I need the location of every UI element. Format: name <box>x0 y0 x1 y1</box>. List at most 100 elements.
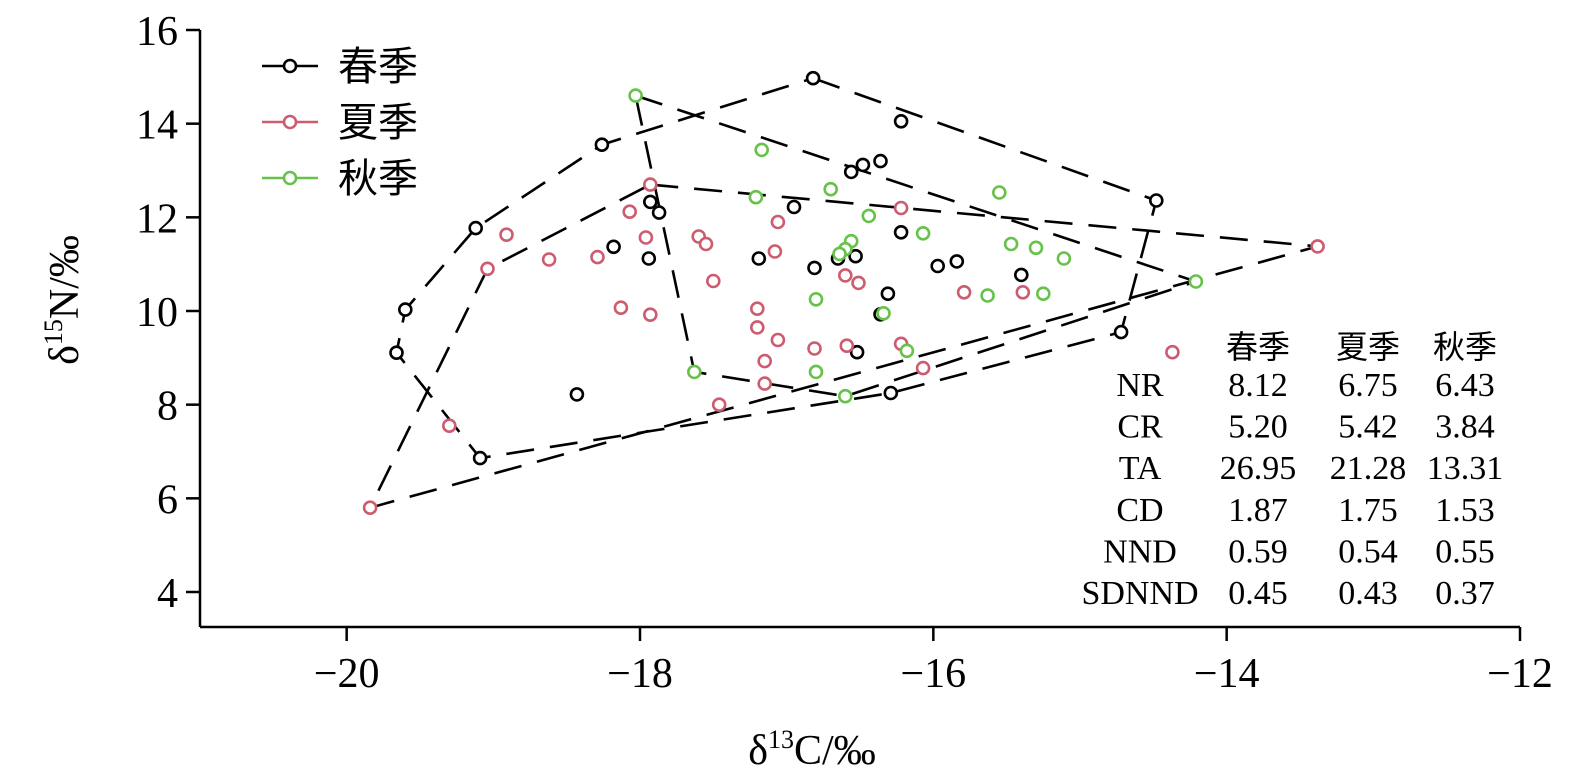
data-points <box>362 70 1325 516</box>
stats-table: 春季 夏季 秋季 NR 8.12 6.75 6.43 CR 5.20 5.42 3.84 TA 26.9… <box>1081 328 1503 612</box>
data-point <box>397 302 413 317</box>
stats-value: 0.55 <box>1435 533 1495 570</box>
stats-value: 26.95 <box>1220 450 1297 487</box>
stats-value: 5.42 <box>1338 409 1398 446</box>
data-point <box>861 208 877 224</box>
data-point <box>651 205 667 220</box>
stats-value: 3.84 <box>1435 409 1495 446</box>
data-point <box>883 385 899 401</box>
data-point <box>622 204 638 219</box>
stats-value: 6.43 <box>1435 367 1495 404</box>
stats-metric-label: TA <box>1119 450 1162 487</box>
data-point <box>843 164 859 180</box>
data-point <box>1113 324 1129 340</box>
x-tick-label: −18 <box>607 651 673 697</box>
stats-column-header: 夏季 <box>1336 328 1400 366</box>
data-point <box>590 249 605 265</box>
y-tick-label: 4 <box>157 571 178 617</box>
data-point <box>876 305 891 321</box>
data-point <box>1149 193 1164 208</box>
stats-value: 5.20 <box>1228 409 1288 446</box>
data-point <box>569 387 585 402</box>
data-point <box>613 300 629 316</box>
data-point <box>980 288 995 303</box>
data-point <box>880 286 896 302</box>
stats-metric-label: CR <box>1117 409 1163 446</box>
data-point <box>805 70 821 86</box>
data-point <box>851 275 866 291</box>
data-point <box>1015 284 1031 300</box>
y-tick-label: 8 <box>157 384 178 430</box>
data-point <box>749 301 765 317</box>
data-point <box>628 88 643 103</box>
stats-metric-label: NR <box>1116 367 1164 404</box>
stats-value: 1.53 <box>1435 492 1495 529</box>
stats-metric-label: SDNND <box>1081 575 1198 612</box>
legend-item-3: 秋季 <box>262 156 418 202</box>
data-point <box>472 450 488 466</box>
data-point <box>757 353 773 369</box>
data-point <box>711 397 727 413</box>
data-point <box>1310 239 1325 254</box>
stats-value: 0.54 <box>1338 533 1398 570</box>
stats-value: 6.75 <box>1338 367 1398 404</box>
stats-value: 0.37 <box>1435 575 1495 612</box>
stats-metric-label: CD <box>1116 492 1163 529</box>
data-point <box>1056 251 1072 266</box>
data-point <box>441 418 457 434</box>
hull-outline-3 <box>633 93 1201 398</box>
data-point <box>839 338 855 354</box>
data-point <box>606 239 621 255</box>
y-tick-label: 16 <box>136 9 178 55</box>
legend-label: 春季 <box>338 44 418 90</box>
data-point <box>837 268 853 283</box>
x-axis-title: δ13C/‰ <box>748 725 875 774</box>
data-point <box>362 500 378 516</box>
stats-column-header: 春季 <box>1226 328 1290 366</box>
y-axis-title: δ15N/‰ <box>39 235 88 365</box>
x-tick-label: −12 <box>1487 651 1553 697</box>
data-point <box>751 251 767 266</box>
data-point <box>807 260 822 276</box>
y-tick-label: 14 <box>136 103 178 149</box>
stats-column-header: 秋季 <box>1433 328 1497 366</box>
data-point <box>849 344 865 360</box>
data-point <box>389 345 404 361</box>
data-point <box>807 341 822 356</box>
data-point <box>823 181 839 197</box>
data-point <box>991 185 1007 200</box>
data-point <box>873 153 888 169</box>
hull-outline-1 <box>395 76 1158 460</box>
legend-swatch-marker <box>282 170 298 186</box>
y-tick-label: 6 <box>157 477 178 523</box>
data-point <box>705 273 721 289</box>
data-point <box>541 252 557 267</box>
data-point <box>915 226 931 241</box>
legend-item-2: 夏季 <box>262 100 418 146</box>
data-point <box>808 291 824 307</box>
data-point <box>1003 236 1019 252</box>
data-point <box>499 227 514 242</box>
data-point <box>1165 344 1180 360</box>
legend-label: 夏季 <box>338 100 418 146</box>
data-point <box>757 376 773 391</box>
stats-value: 8.12 <box>1228 367 1288 404</box>
data-point <box>642 177 658 192</box>
x-tick-label: −14 <box>1194 651 1260 697</box>
data-point <box>848 248 863 264</box>
series-3 <box>628 88 1204 404</box>
data-point <box>1013 267 1029 283</box>
data-point <box>855 157 871 173</box>
data-point <box>893 225 909 240</box>
legend-swatch-marker <box>282 114 298 130</box>
stats-value: 21.28 <box>1330 450 1407 487</box>
data-point <box>956 284 972 300</box>
data-point <box>930 258 946 274</box>
data-point <box>480 261 495 277</box>
data-point <box>749 320 765 335</box>
stats-value: 13.31 <box>1427 450 1504 487</box>
x-tick-label: −16 <box>900 651 966 697</box>
data-point <box>641 251 657 266</box>
x-tick-label: −20 <box>314 651 380 697</box>
